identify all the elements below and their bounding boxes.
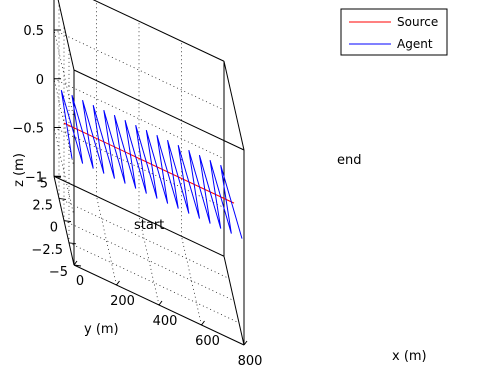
z-tick-label: −1 bbox=[25, 170, 44, 185]
axes-edge-front bbox=[223, 256, 245, 346]
grid-line-floor-y bbox=[63, 220, 235, 301]
x-tick-label: 0 bbox=[76, 274, 84, 289]
axes-edge-back bbox=[92, 0, 225, 62]
x-axis-label: x (m) bbox=[392, 349, 427, 364]
series-line-agent bbox=[60, 89, 243, 239]
legend-box bbox=[340, 8, 448, 56]
y-tick-label: −5 bbox=[49, 265, 68, 280]
grid-line-back-z bbox=[53, 78, 225, 160]
x-tick-label: 600 bbox=[195, 334, 220, 349]
x-tick-label: 200 bbox=[110, 294, 135, 309]
grid-line-floor-x bbox=[96, 196, 117, 286]
data-layer bbox=[60, 89, 243, 239]
y-tick-label: −2.5 bbox=[31, 243, 63, 258]
grid-line-floor-y bbox=[68, 242, 240, 324]
z-tick-label: −0.5 bbox=[12, 122, 44, 137]
y-tick-label: 0 bbox=[50, 221, 58, 236]
axes-edge-front bbox=[223, 61, 245, 151]
z-tick-label: 0 bbox=[36, 73, 44, 88]
annotation-end: end bbox=[337, 153, 362, 168]
x-tick-label: 400 bbox=[153, 314, 178, 329]
x-tick-mark bbox=[243, 340, 248, 346]
legend: Source Agent bbox=[340, 8, 448, 56]
x-tick-mark bbox=[73, 260, 78, 266]
y-tick-mark bbox=[58, 197, 67, 200]
annotation-start: start bbox=[134, 218, 164, 233]
grid-line-back-z bbox=[53, 29, 225, 111]
y-tick-mark bbox=[68, 242, 77, 245]
legend-label-agent: Agent bbox=[397, 37, 433, 51]
axes-front-edges bbox=[73, 61, 245, 346]
y-tick-label: 2.5 bbox=[32, 198, 53, 213]
z-tick-label: 0.5 bbox=[23, 24, 44, 39]
y-tick-mark bbox=[73, 264, 82, 267]
x-tick-mark bbox=[116, 280, 120, 286]
y-axis-label: y (m) bbox=[84, 322, 119, 337]
x-tick-mark bbox=[201, 320, 205, 326]
axes-edge-front bbox=[73, 69, 245, 151]
legend-label-source: Source bbox=[397, 15, 438, 29]
z-axis-label: z (m) bbox=[12, 153, 27, 187]
series-line-source bbox=[63, 122, 235, 204]
x-tick-label: 800 bbox=[238, 354, 263, 369]
axes-edge-back bbox=[57, 0, 75, 71]
x-tick-mark bbox=[158, 300, 163, 306]
y-tick-mark bbox=[63, 220, 72, 223]
y-tick-label: 5 bbox=[40, 176, 48, 191]
axes-edge-back bbox=[53, 175, 225, 257]
grid-line-floor-y bbox=[58, 198, 230, 279]
